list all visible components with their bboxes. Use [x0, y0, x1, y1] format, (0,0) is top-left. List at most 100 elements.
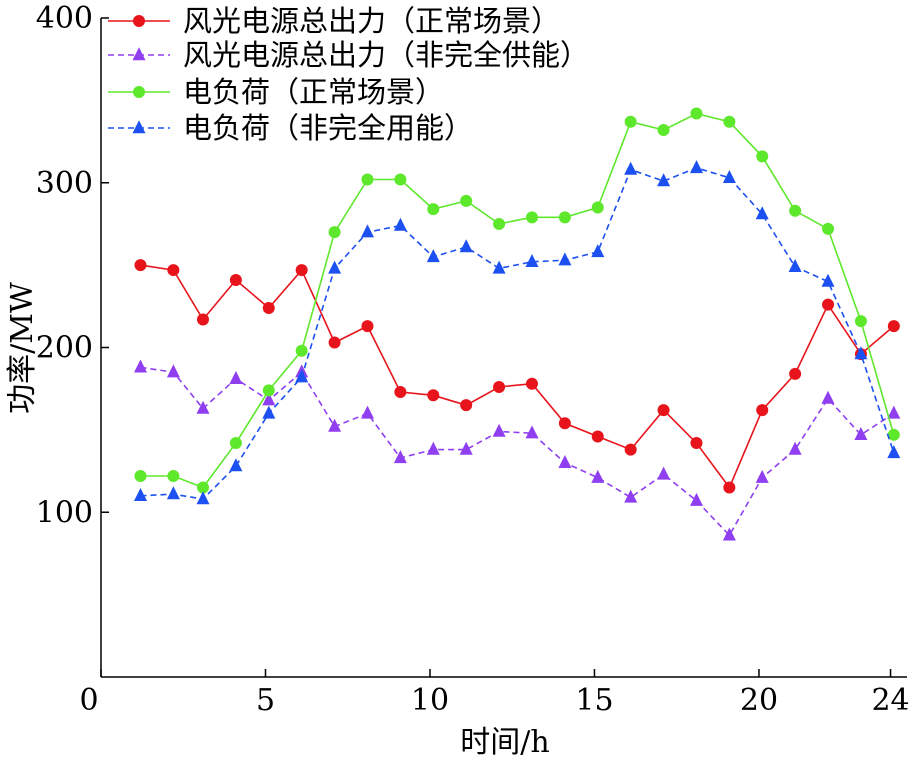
x-tick-label: 20 — [740, 683, 778, 718]
data-point — [756, 404, 769, 417]
data-point — [558, 455, 572, 468]
data-point — [196, 313, 209, 326]
legend-item-1: 风光电源总出力（正常场景） — [108, 4, 560, 38]
data-point — [262, 405, 276, 419]
x-tick-label: 15 — [575, 683, 613, 718]
data-point — [722, 527, 736, 541]
data-point — [657, 466, 671, 480]
data-point — [690, 107, 703, 120]
series-layer — [134, 107, 901, 541]
data-point — [134, 359, 147, 373]
data-point — [426, 441, 440, 455]
data-point — [821, 390, 835, 404]
data-point — [262, 301, 275, 314]
data-point — [493, 217, 506, 230]
data-point — [328, 260, 342, 274]
data-point — [493, 381, 506, 394]
data-point — [591, 201, 604, 214]
legend-label: 电负荷（正常场景） — [183, 75, 444, 109]
data-point — [492, 260, 506, 274]
data-point — [887, 405, 901, 419]
data-point — [196, 481, 209, 494]
data-point — [262, 384, 275, 397]
data-point — [723, 481, 736, 494]
data-point — [295, 264, 308, 277]
x-tick-label: 5 — [256, 683, 275, 718]
series-3 — [134, 107, 900, 494]
data-point — [591, 244, 605, 258]
x-axis-label: 时间/h — [460, 725, 549, 757]
data-point — [722, 170, 736, 183]
legend-item-4: 电负荷（非完全用能） — [108, 111, 473, 145]
data-point — [166, 364, 180, 378]
data-point — [229, 371, 243, 384]
data-point — [690, 160, 703, 174]
data-point — [328, 418, 342, 432]
data-point — [328, 226, 341, 239]
data-point — [525, 211, 538, 224]
data-point — [755, 206, 769, 220]
data-point — [854, 346, 868, 360]
y-tick-label: 100 — [36, 495, 93, 530]
data-point — [854, 315, 867, 328]
data-point — [328, 336, 341, 349]
data-point — [624, 161, 638, 175]
data-point — [166, 486, 180, 500]
data-point — [854, 427, 868, 440]
data-point — [822, 222, 835, 235]
data-point — [887, 428, 900, 441]
data-point — [295, 344, 308, 357]
series-line — [140, 264, 895, 490]
data-point — [657, 404, 670, 417]
series-4 — [134, 160, 901, 505]
y-tick-label: 400 — [36, 1, 93, 36]
legend: 风光电源总出力（正常场景）风光电源总出力（非完全供能）电负荷（正常场景）电负荷（… — [108, 4, 589, 145]
data-point — [196, 400, 210, 414]
series-1 — [134, 259, 900, 494]
data-point — [558, 211, 571, 224]
data-point — [756, 150, 769, 163]
data-point — [427, 389, 440, 402]
axes: 100 200 300 400 0 5 10 15 20 24 — [36, 1, 910, 718]
data-point — [394, 173, 407, 186]
data-point — [525, 377, 538, 390]
legend-marker — [132, 120, 146, 134]
data-point — [459, 239, 473, 253]
data-point — [723, 115, 736, 128]
x-tick-label: 24 — [871, 683, 909, 718]
data-point — [822, 298, 835, 311]
data-point — [492, 423, 506, 437]
legend-label: 风光电源总出力（正常场景） — [183, 4, 560, 38]
data-point — [624, 115, 637, 128]
data-point — [427, 203, 440, 216]
legend-label: 风光电源总出力（非完全供能） — [183, 38, 589, 72]
data-point — [134, 488, 147, 501]
data-point — [591, 430, 604, 443]
data-point — [229, 437, 242, 450]
data-point — [196, 491, 210, 505]
data-point — [167, 470, 180, 483]
data-point — [591, 469, 605, 483]
data-point — [657, 124, 670, 137]
data-point — [690, 492, 703, 506]
data-point — [657, 173, 671, 187]
data-point — [525, 254, 539, 267]
series-2 — [134, 359, 901, 541]
data-point — [460, 399, 473, 412]
data-point — [167, 264, 180, 277]
data-point — [459, 441, 473, 455]
data-point — [134, 470, 147, 483]
y-tick-label: 200 — [36, 331, 93, 366]
legend-item-2: 风光电源总出力（非完全供能） — [108, 38, 589, 72]
data-point — [361, 405, 374, 419]
data-point — [393, 217, 407, 231]
x-tick-label: 0 — [79, 683, 98, 718]
data-point — [229, 273, 242, 286]
data-point — [624, 443, 637, 456]
legend-marker — [133, 15, 145, 27]
y-axis-label: 功率/MW — [5, 282, 40, 414]
data-point — [558, 252, 572, 266]
data-point — [690, 437, 703, 450]
data-point — [558, 417, 571, 430]
data-point — [789, 367, 802, 380]
